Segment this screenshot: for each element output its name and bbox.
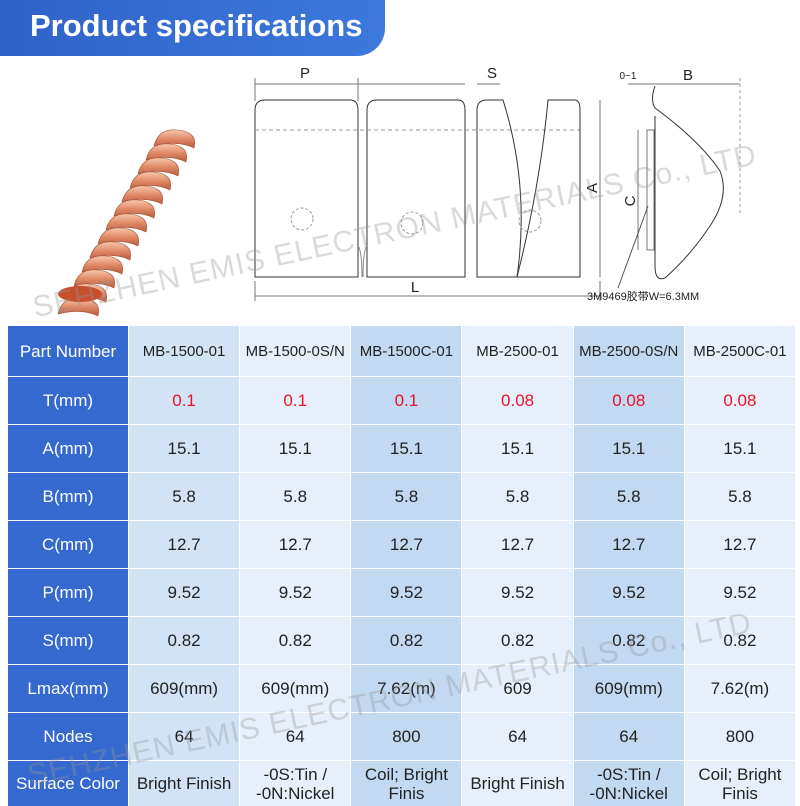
coil-segment	[97, 227, 139, 247]
table-cell: 9.52	[573, 569, 684, 616]
table-cell: MB-1500C-01	[351, 326, 462, 376]
table-cell: 0.08	[573, 377, 684, 424]
table-cell: Lmax(mm)	[8, 665, 128, 712]
table-cell: 0.82	[462, 617, 573, 664]
table-cell: 15.1	[240, 425, 351, 472]
coil-segment	[105, 213, 147, 233]
table-cell: MB-1500-0S/N	[240, 326, 351, 376]
table-cell: MB-1500-01	[129, 326, 240, 376]
table-cell: 0.1	[129, 377, 240, 424]
table-cell: Nodes	[8, 713, 128, 760]
label-c: C	[622, 195, 639, 206]
table-cell: Coil; Bright Finis	[684, 761, 795, 806]
coil-segment	[129, 171, 171, 191]
table-cell: C(mm)	[8, 521, 128, 568]
table-cell: A(mm)	[8, 425, 128, 472]
coil-end	[58, 286, 102, 302]
coil-segment	[89, 241, 131, 261]
table-cell: 15.1	[351, 425, 462, 472]
banner: Product specifications	[0, 0, 385, 56]
table-cell: 609(mm)	[240, 665, 351, 712]
table-cell: 609	[462, 665, 573, 712]
table-cell: 0.08	[684, 377, 795, 424]
table-cell: 0.82	[684, 617, 795, 664]
table-cell: 12.7	[240, 521, 351, 568]
table-cell: 5.8	[351, 473, 462, 520]
coil-segment	[145, 143, 187, 163]
label-p: P	[300, 65, 310, 82]
table-cell: 5.8	[129, 473, 240, 520]
table-cell: Surface Color	[8, 761, 128, 806]
table-cell: 0.82	[573, 617, 684, 664]
table-cell: 15.1	[462, 425, 573, 472]
table-cell: 0.1	[240, 377, 351, 424]
title: Product specifications	[30, 8, 363, 43]
table-cell: 800	[684, 713, 795, 760]
table-cell: 0.82	[129, 617, 240, 664]
table-cell: 5.8	[684, 473, 795, 520]
label-tape: 3M9469胶带W=6.3MM	[587, 289, 699, 303]
table-cell: 9.52	[462, 569, 573, 616]
table-cell: -0S:Tin / -0N:Nickel	[573, 761, 684, 806]
table-cell: Bright Finish	[129, 761, 240, 806]
table-cell: 9.52	[351, 569, 462, 616]
table-cell: 12.7	[684, 521, 795, 568]
table-cell: 15.1	[129, 425, 240, 472]
table-cell: 12.7	[573, 521, 684, 568]
table-cell: 5.8	[573, 473, 684, 520]
table-cell: 12.7	[462, 521, 573, 568]
label-b: B	[683, 67, 693, 84]
label-zero-one: 0~1	[620, 71, 637, 82]
table-cell: 12.7	[351, 521, 462, 568]
table-cell: 0.82	[351, 617, 462, 664]
label-a: A	[584, 183, 601, 193]
table-cell: 64	[129, 713, 240, 760]
table-cell: Bright Finish	[462, 761, 573, 806]
table-cell: 5.8	[240, 473, 351, 520]
table-cell: 0.82	[240, 617, 351, 664]
label-s: S	[487, 65, 497, 82]
table-cell: 609(mm)	[129, 665, 240, 712]
table-cell: 9.52	[684, 569, 795, 616]
table-cell: 9.52	[129, 569, 240, 616]
table-cell: 609(mm)	[573, 665, 684, 712]
table-cell: 5.8	[462, 473, 573, 520]
table-cell: 64	[462, 713, 573, 760]
table-cell: S(mm)	[8, 617, 128, 664]
table-cell: MB-2500C-01	[684, 326, 795, 376]
coil-segment	[153, 129, 195, 149]
table-cell: B(mm)	[8, 473, 128, 520]
table-cell: 0.08	[462, 377, 573, 424]
coil-segment	[137, 157, 179, 177]
table-cell: T(mm)	[8, 377, 128, 424]
table-cell: MB-2500-01	[462, 326, 573, 376]
coil-segment	[73, 269, 115, 289]
table-cell: Part Number	[8, 326, 128, 376]
table-cell: P(mm)	[8, 569, 128, 616]
dimension-drawing	[254, 78, 741, 301]
table-cell: Coil; Bright Finis	[351, 761, 462, 806]
label-l: L	[411, 279, 419, 296]
table-cell: 64	[240, 713, 351, 760]
table-cell: 7.62(m)	[684, 665, 795, 712]
table-cell: 0.1	[351, 377, 462, 424]
table-cell: 15.1	[684, 425, 795, 472]
table-cell: 9.52	[240, 569, 351, 616]
coil-segment	[121, 185, 163, 205]
coil-segment	[57, 297, 99, 316]
table-cell: 12.7	[129, 521, 240, 568]
table-cell: -0S:Tin / -0N:Nickel	[240, 761, 351, 806]
table-cell: 15.1	[573, 425, 684, 472]
copper-coil	[57, 129, 195, 316]
table-cell: 64	[573, 713, 684, 760]
coil-segment	[81, 255, 123, 275]
coil-segment	[113, 199, 155, 219]
spec-table: Part Number MB-1500-01 MB-1500-0S/N MB-1500…	[8, 326, 795, 806]
table-cell: 7.62(m)	[351, 665, 462, 712]
table-cell: MB-2500-0S/N	[573, 326, 684, 376]
product-drawing: P S 0~1 B A C L 3M9469胶带W=6.3MM	[57, 65, 741, 316]
table-cell: 800	[351, 713, 462, 760]
